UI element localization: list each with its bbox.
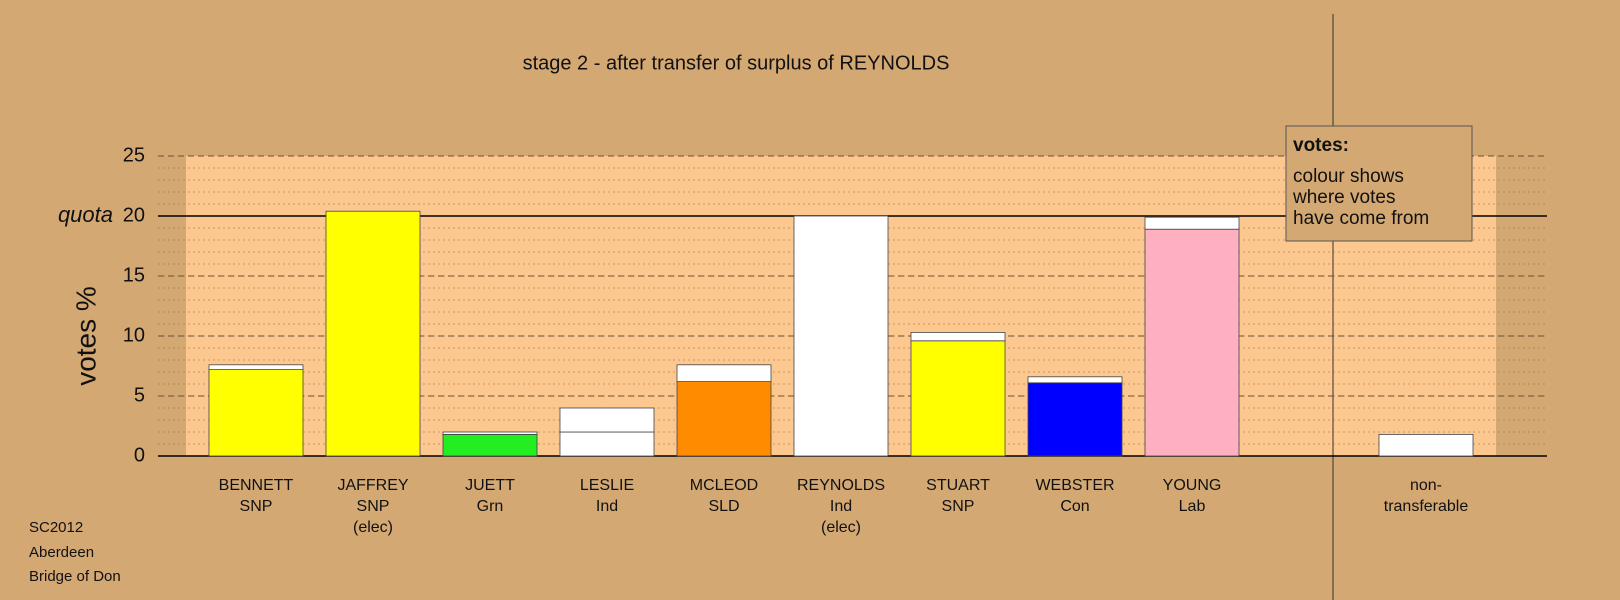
y-tick-label: 0 <box>134 444 145 466</box>
x-tick-label: Ind <box>830 498 852 515</box>
quota-label: quota <box>58 202 113 227</box>
x-tick-label: (elec) <box>353 519 393 536</box>
x-tick-label: MCLEOD <box>690 477 758 494</box>
x-tick-label: Grn <box>477 498 504 515</box>
x-tick-label: (elec) <box>821 519 861 536</box>
x-tick-label: non- <box>1410 477 1442 494</box>
x-tick-label: WEBSTER <box>1035 477 1114 494</box>
legend-text: have come from <box>1293 208 1429 229</box>
legend-box <box>1285 125 1473 242</box>
bar <box>910 340 1006 457</box>
x-tick-label: SNP <box>240 498 273 515</box>
footer-text: Aberdeen <box>29 544 94 561</box>
x-tick-label: STUART <box>926 477 990 494</box>
bar <box>1144 228 1240 457</box>
bar <box>676 381 772 457</box>
x-tick-label: SNP <box>942 498 975 515</box>
x-tick-label: SNP <box>357 498 390 515</box>
x-tick-label: BENNETT <box>219 477 294 494</box>
bar <box>1027 382 1123 457</box>
bar <box>793 215 889 457</box>
bar <box>559 431 655 457</box>
x-tick-label: YOUNG <box>1163 477 1222 494</box>
transfer-bar <box>442 431 538 435</box>
x-tick-label: JAFFREY <box>337 477 408 494</box>
x-tick-label: SLD <box>708 498 739 515</box>
y-tick-label: 25 <box>123 144 145 166</box>
x-tick-label: REYNOLDS <box>797 477 885 494</box>
y-tick-label: 5 <box>134 384 145 406</box>
x-tick-label: LESLIE <box>580 477 634 494</box>
legend-text: colour shows <box>1293 166 1404 187</box>
transfer-bar <box>1027 376 1123 384</box>
y-tick-label: 20 <box>123 204 145 226</box>
x-tick-label: Lab <box>1179 498 1206 515</box>
labels: 0 5 10 15 20 25 quota BENNETT SNP JAFFREY SNP (elec… <box>58 144 1468 536</box>
bar <box>325 210 421 457</box>
y-tick-label: 10 <box>123 324 145 346</box>
x-tick-label: Ind <box>596 498 618 515</box>
transfer-bar <box>208 364 304 370</box>
y-tick-label: 15 <box>123 264 145 286</box>
transfer-bar <box>1144 216 1240 230</box>
bar <box>208 369 304 457</box>
footer-text: Bridge of Don <box>29 568 121 585</box>
bars <box>208 210 1474 457</box>
footer-text: SC2012 <box>29 519 83 536</box>
chart-title: stage 2 - after transfer of surplus of R… <box>523 52 950 74</box>
x-tick-label: transferable <box>1384 498 1469 515</box>
transfer-bar <box>559 407 655 433</box>
x-tick-label: Con <box>1060 498 1089 515</box>
bar <box>1378 433 1474 457</box>
y-axis-label: votes % <box>70 286 101 386</box>
legend-text: where votes <box>1292 187 1395 208</box>
bar <box>442 433 538 457</box>
x-tick-label: JUETT <box>465 477 515 494</box>
transfer-bar <box>910 331 1006 342</box>
transfer-bar <box>676 364 772 382</box>
legend-title: votes: <box>1293 135 1349 156</box>
